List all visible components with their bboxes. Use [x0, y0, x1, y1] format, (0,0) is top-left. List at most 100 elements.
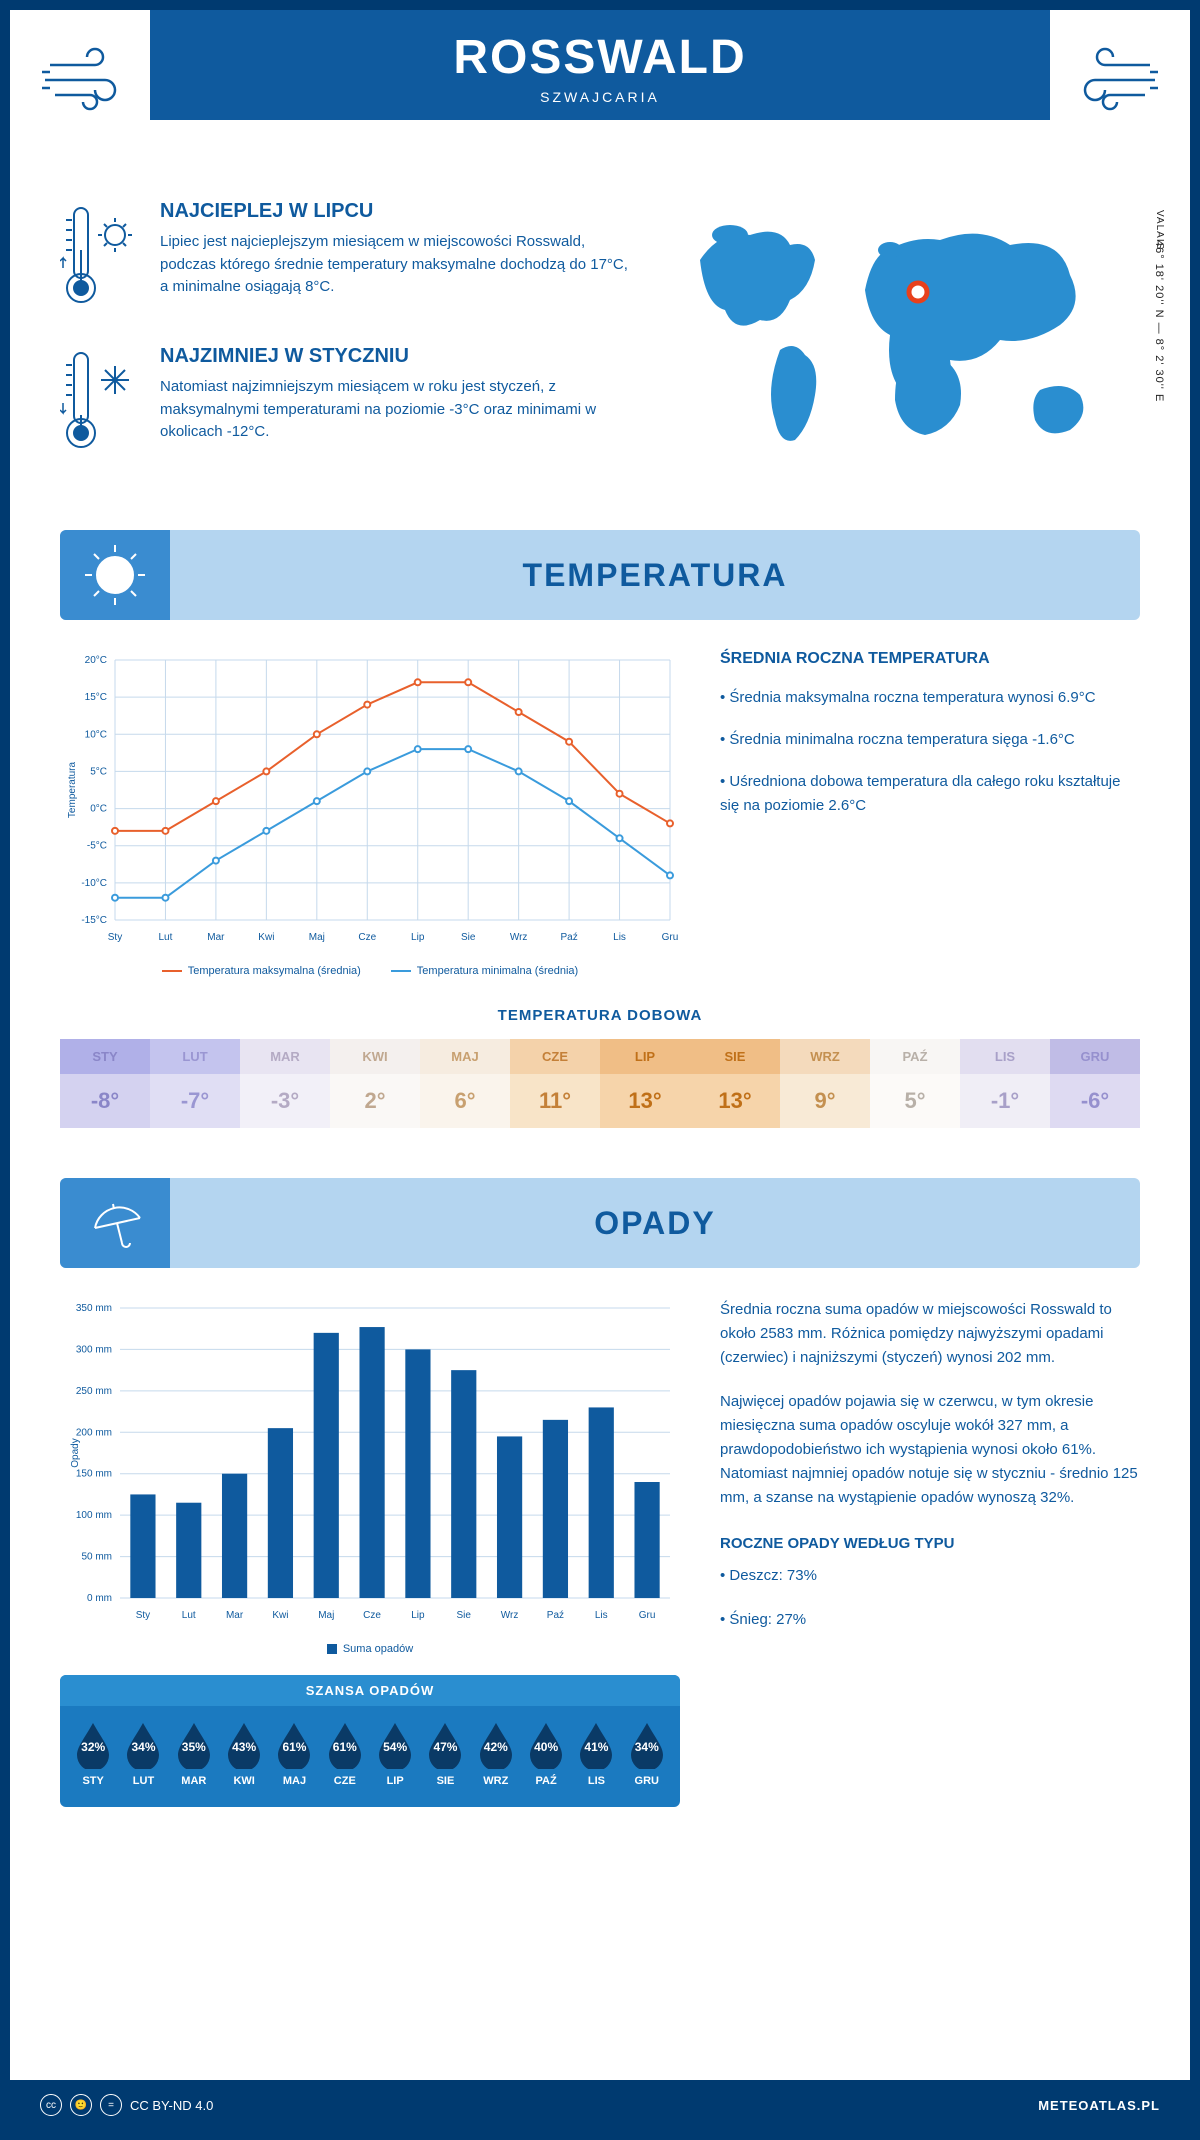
svg-text:Sie: Sie	[457, 1610, 472, 1621]
temp-cell: MAR-3°	[240, 1039, 330, 1128]
footer: cc 🙂 = CC BY-ND 4.0 METEOATLAS.PL	[10, 2080, 1190, 2130]
chance-drop: 61%CZE	[326, 1721, 364, 1787]
temp-cell: GRU-6°	[1050, 1039, 1140, 1128]
cold-fact: NAJZIMNIEJ W STYCZNIU Natomiast najzimni…	[60, 345, 630, 460]
temp-cell: LIS-1°	[960, 1039, 1050, 1128]
svg-text:Lis: Lis	[595, 1610, 608, 1621]
svg-text:Wrz: Wrz	[501, 1610, 519, 1621]
svg-text:0 mm: 0 mm	[87, 1593, 112, 1604]
temp-cell: MAJ6°	[420, 1039, 510, 1128]
avg-temp-title: ŚREDNIA ROCZNA TEMPERATURA	[720, 650, 1140, 668]
precip-p2: Najwięcej opadów pojawia się w czerwcu, …	[720, 1390, 1140, 1510]
daily-temp-block: TEMPERATURA DOBOWA STY-8°LUT-7°MAR-3°KWI…	[10, 1007, 1190, 1168]
svg-text:Lut: Lut	[182, 1610, 196, 1621]
svg-text:15°C: 15°C	[85, 692, 107, 703]
cold-text: Natomiast najzimniejszym miesiącem w rok…	[160, 376, 630, 444]
chance-drop: 40%PAŹ	[527, 1721, 565, 1787]
precip-p1: Średnia roczna suma opadów w miejscowośc…	[720, 1298, 1140, 1370]
chance-drop: 32%STY	[74, 1721, 112, 1787]
temp-cell: LIP13°	[600, 1039, 690, 1128]
warm-text: Lipiec jest najcieplejszym miesiącem w m…	[160, 231, 630, 299]
svg-text:Cze: Cze	[363, 1610, 381, 1621]
svg-text:Temperatura: Temperatura	[67, 761, 78, 818]
sun-icon	[60, 530, 170, 620]
temperature-chart: -15°C-10°C-5°C0°C5°C10°C15°C20°CStyLutMa…	[60, 650, 680, 977]
chance-drops: 32%STY 34%LUT 35%MAR 43%KWI 61%MAJ 61%CZE 54%L…	[60, 1706, 680, 1795]
svg-text:20°C: 20°C	[85, 655, 107, 666]
avg-temp-p2: • Średnia minimalna roczna temperatura s…	[720, 728, 1140, 752]
svg-text:Lis: Lis	[613, 932, 626, 943]
svg-text:150 mm: 150 mm	[76, 1469, 112, 1480]
intro-row: NAJCIEPLEJ W LIPCU Lipiec jest najcieple…	[10, 180, 1190, 520]
chance-drop: 42%WRZ	[477, 1721, 515, 1787]
svg-text:200 mm: 200 mm	[76, 1427, 112, 1438]
license-text: CC BY-ND 4.0	[130, 2098, 213, 2113]
thermometer-snow-icon	[60, 345, 140, 460]
precipitation-chart: 0 mm50 mm100 mm150 mm200 mm250 mm300 mm3…	[60, 1298, 680, 1655]
svg-text:-5°C: -5°C	[87, 841, 107, 852]
chance-drop: 35%MAR	[175, 1721, 213, 1787]
chance-drop: 61%MAJ	[275, 1721, 313, 1787]
wind-icon	[1060, 40, 1160, 120]
cold-title: NAJZIMNIEJ W STYCZNIU	[160, 345, 630, 368]
svg-text:Lut: Lut	[159, 932, 173, 943]
chance-title: SZANSA OPADÓW	[60, 1675, 680, 1706]
svg-text:Paź: Paź	[547, 1610, 564, 1621]
temperature-section-header: TEMPERATURA	[60, 530, 1140, 620]
legend-sum: Suma opadów	[343, 1643, 413, 1655]
avg-temp-p1: • Średnia maksymalna roczna temperatura …	[720, 686, 1140, 710]
svg-text:Wrz: Wrz	[510, 932, 528, 943]
warm-title: NAJCIEPLEJ W LIPCU	[160, 200, 630, 223]
temperature-title: TEMPERATURA	[170, 557, 1140, 594]
header: ROSSWALD SZWAJCARIA	[10, 10, 1190, 180]
umbrella-icon	[60, 1178, 170, 1268]
precip-legend: Suma opadów	[60, 1643, 680, 1655]
temperature-info: ŚREDNIA ROCZNA TEMPERATURA • Średnia mak…	[720, 650, 1140, 977]
svg-text:Gru: Gru	[662, 932, 679, 943]
svg-text:300 mm: 300 mm	[76, 1344, 112, 1355]
chance-drop: 43%KWI	[225, 1721, 263, 1787]
coordinates: 46° 18' 20'' N — 8° 2' 30'' E	[1153, 240, 1165, 402]
svg-text:Mar: Mar	[207, 932, 225, 943]
svg-text:5°C: 5°C	[90, 766, 107, 777]
wind-icon	[40, 40, 140, 120]
chance-drop: 34%LUT	[124, 1721, 162, 1787]
facts-column: NAJCIEPLEJ W LIPCU Lipiec jest najcieple…	[60, 200, 630, 490]
svg-text:Kwi: Kwi	[258, 932, 274, 943]
site-name: METEOATLAS.PL	[1038, 2098, 1160, 2113]
svg-text:Paź: Paź	[560, 932, 577, 943]
svg-text:Sie: Sie	[461, 932, 476, 943]
precip-snow: • Śnieg: 27%	[720, 1608, 1140, 1632]
location-title: ROSSWALD	[150, 30, 1050, 85]
svg-text:100 mm: 100 mm	[76, 1510, 112, 1521]
precipitation-info: Średnia roczna suma opadów w miejscowośc…	[720, 1298, 1140, 1807]
by-icon: 🙂	[70, 2094, 92, 2116]
chance-drop: 54%LIP	[376, 1721, 414, 1787]
svg-text:Sty: Sty	[108, 932, 122, 943]
svg-text:Opady: Opady	[70, 1438, 81, 1467]
svg-text:Maj: Maj	[318, 1610, 334, 1621]
precipitation-section-header: OPADY	[60, 1178, 1140, 1268]
temp-cell: WRZ9°	[780, 1039, 870, 1128]
precipitation-content: 0 mm50 mm100 mm150 mm200 mm250 mm300 mm3…	[10, 1298, 1190, 1827]
location-marker-icon	[909, 283, 927, 301]
chance-drop: 34%GRU	[628, 1721, 666, 1787]
precip-rain: • Deszcz: 73%	[720, 1564, 1140, 1588]
svg-text:Cze: Cze	[358, 932, 376, 943]
chance-drop: 47%SIE	[426, 1721, 464, 1787]
svg-text:Lip: Lip	[411, 1610, 425, 1621]
svg-text:Kwi: Kwi	[272, 1610, 288, 1621]
temp-cell: KWI2°	[330, 1039, 420, 1128]
daily-temp-table: STY-8°LUT-7°MAR-3°KWI2°MAJ6°CZE11°LIP13°…	[60, 1039, 1140, 1128]
temp-cell: PAŹ5°	[870, 1039, 960, 1128]
thermometer-sun-icon	[60, 200, 140, 315]
temp-cell: LUT-7°	[150, 1039, 240, 1128]
svg-text:10°C: 10°C	[85, 729, 107, 740]
map-column: VALAIS 46° 18' 20'' N — 8° 2' 30'' E	[660, 200, 1140, 490]
svg-text:50 mm: 50 mm	[81, 1552, 112, 1563]
temp-cell: STY-8°	[60, 1039, 150, 1128]
chance-box: SZANSA OPADÓW 32%STY 34%LUT 35%MAR 43%KWI 61…	[60, 1675, 680, 1807]
temperature-content: -15°C-10°C-5°C0°C5°C10°C15°C20°CStyLutMa…	[10, 650, 1190, 1007]
svg-text:Mar: Mar	[226, 1610, 244, 1621]
precipitation-title: OPADY	[170, 1205, 1140, 1242]
